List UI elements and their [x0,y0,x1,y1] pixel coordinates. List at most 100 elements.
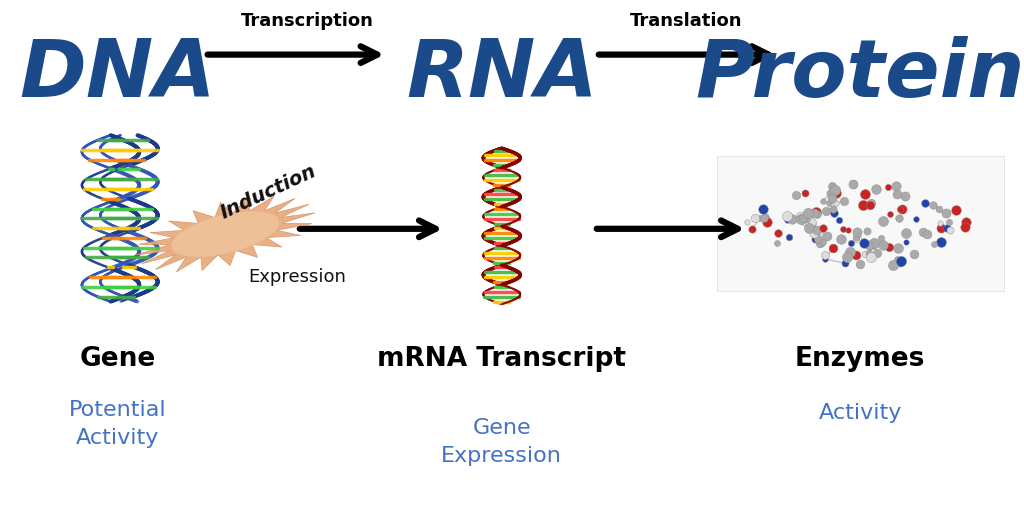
Point [826,209,843,217]
Point [948,206,965,214]
Point [822,189,839,197]
Point [794,214,810,223]
Point [803,220,819,228]
Point [933,238,949,246]
Point [874,217,891,226]
Point [806,209,822,217]
Point [781,233,798,242]
Point [820,199,837,207]
Point [863,199,880,207]
Polygon shape [135,196,315,272]
Point [859,227,876,236]
Point [770,229,786,237]
Point [848,233,864,241]
Text: Translation: Translation [630,12,742,30]
Point [756,213,772,222]
Text: mRNA Transcript: mRNA Transcript [377,346,627,372]
Point [804,218,820,227]
Point [811,239,827,247]
Point [824,205,841,214]
Point [835,225,851,233]
Point [856,190,872,198]
Text: Enzymes: Enzymes [795,346,926,372]
Point [809,210,825,218]
Point [795,214,811,222]
Point [932,219,948,228]
Point [809,226,825,234]
Point [888,182,904,190]
Point [856,238,872,246]
Point [937,209,953,217]
Text: Protein: Protein [695,36,1024,114]
Point [818,207,835,215]
Point [874,241,891,249]
Point [810,235,826,243]
Point [746,214,763,223]
Point [815,197,831,205]
Point [797,188,813,197]
Point [842,248,858,256]
Point [908,215,925,224]
Point [957,217,974,226]
Point [806,228,822,237]
Text: Gene: Gene [80,346,156,372]
Point [905,250,922,258]
Point [866,239,883,247]
Point [834,235,850,243]
Point [889,190,905,198]
Point [743,225,760,233]
Point [801,224,817,232]
Point [807,236,823,244]
Point [898,238,914,246]
Point [942,225,958,233]
Text: Transcription: Transcription [241,12,374,30]
FancyBboxPatch shape [717,156,1004,291]
Text: Expression: Expression [248,268,346,285]
Point [940,218,956,226]
Point [872,234,889,242]
Point [861,240,878,249]
Point [862,201,879,209]
Point [848,251,864,259]
Point [896,192,912,201]
Point [814,224,830,232]
Point [769,239,785,248]
Point [885,261,901,269]
Point [779,212,796,220]
Point [857,190,873,199]
Point [845,179,861,188]
Point [882,210,898,218]
Point [783,215,800,224]
Text: Gene
Expression: Gene Expression [441,418,562,466]
Point [830,216,847,224]
Point [894,205,910,213]
Point [914,227,931,236]
Point [892,258,908,267]
Point [819,232,836,241]
Point [827,188,844,197]
Point [939,224,955,232]
Point [825,243,842,252]
Point [852,261,868,269]
Point [881,243,897,251]
Point [811,230,827,238]
Point [778,216,795,224]
Point [926,240,942,249]
Point [897,229,913,237]
Point [825,185,842,193]
Point [843,239,859,248]
Point [836,197,852,205]
Point [837,259,853,267]
Point [816,251,833,259]
Point [824,182,841,190]
Point [824,194,841,202]
Point [919,229,935,238]
Point [868,249,885,257]
Point [889,254,905,263]
Point [849,228,865,236]
Text: RNA: RNA [406,36,598,114]
Point [857,250,873,258]
Point [800,209,816,217]
Point [755,205,771,213]
Point [801,219,817,228]
